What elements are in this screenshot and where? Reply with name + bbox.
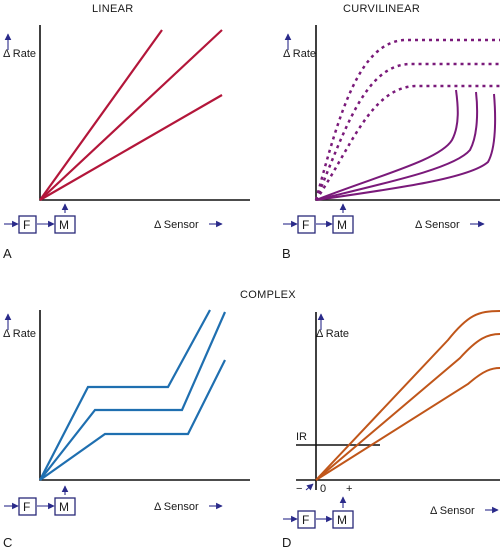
- dotted-curve-2: [314, 62, 500, 201]
- m-block: [332, 510, 354, 529]
- plus-label: +: [346, 483, 352, 495]
- axis-label-rate: Δ Rate: [3, 328, 36, 340]
- curvilinear-solid-curves: [315, 89, 497, 201]
- complex-curve-1: [39, 309, 211, 481]
- title-linear: LINEAR: [92, 3, 134, 15]
- m-block-label: M: [59, 500, 69, 514]
- title-complex: COMPLEX: [240, 289, 296, 301]
- panel-b: Δ Rate Δ Sensor F M B: [282, 25, 500, 261]
- linear-curves: [39, 29, 223, 201]
- f-block: [297, 215, 316, 234]
- panel-d-curve-2: [315, 333, 501, 481]
- complex-curves: [39, 309, 227, 481]
- f-block-label: F: [23, 218, 30, 232]
- curvilinear-dotted-curves: [314, 38, 500, 201]
- f-block: [18, 497, 37, 516]
- dotted-curve-1: [314, 38, 500, 201]
- m-block: [332, 215, 354, 234]
- m-block-label: M: [59, 218, 69, 232]
- panel-label-b: B: [282, 246, 291, 261]
- f-block-label: F: [23, 500, 30, 514]
- f-block-label: F: [302, 218, 309, 232]
- fm-block-diagram: F M: [4, 485, 76, 516]
- axes: [39, 25, 250, 201]
- fm-block-diagram: F M: [283, 203, 354, 234]
- ir-label: IR: [296, 431, 307, 443]
- linear-curve-2: [39, 29, 223, 201]
- solid-curve-3: [315, 93, 497, 201]
- axis-label-sensor: Δ Sensor: [154, 219, 199, 231]
- linear-curve-1: [39, 29, 163, 201]
- panel-label-d: D: [282, 535, 291, 550]
- panel-a: Δ Rate Δ Sensor F M A: [3, 25, 250, 261]
- offset-arrow-icon: [305, 483, 314, 491]
- f-block-label: F: [302, 513, 309, 527]
- complex-curve-2: [39, 311, 227, 481]
- axis-label-rate: Δ Rate: [3, 48, 36, 60]
- dotted-curve-3: [314, 84, 500, 201]
- minus-label: −: [296, 483, 302, 495]
- solid-curve-1: [315, 89, 459, 201]
- m-block-label: M: [337, 513, 347, 527]
- panel-d-curves: [315, 310, 501, 481]
- panel-label-a: A: [3, 246, 12, 261]
- panel-label-c: C: [3, 535, 12, 550]
- linear-curve-3: [39, 94, 223, 201]
- fm-block-diagram: F M: [4, 203, 76, 234]
- axis-label-rate: Δ Rate: [283, 48, 316, 60]
- fm-block-diagram: F M: [283, 496, 354, 529]
- panel-c: Δ Rate Δ Sensor F M C: [3, 309, 250, 550]
- axis-label-sensor: Δ Sensor: [430, 505, 475, 517]
- axes: [39, 310, 250, 481]
- m-block-label: M: [337, 218, 347, 232]
- axes: [315, 25, 500, 201]
- f-block: [297, 510, 316, 529]
- f-block: [18, 215, 37, 234]
- complex-curve-3: [39, 359, 226, 481]
- panel-d-curve-3: [315, 367, 501, 481]
- title-curvilinear: CURVILINEAR: [343, 3, 420, 15]
- zero-label: 0: [320, 483, 326, 495]
- axis-label-rate: Δ Rate: [316, 328, 349, 340]
- panel-d: Δ Rate IR − 0 + Δ Sensor F M D: [282, 310, 501, 550]
- axis-label-sensor: Δ Sensor: [154, 501, 199, 513]
- axis-label-sensor: Δ Sensor: [415, 219, 460, 231]
- m-block: [54, 497, 76, 516]
- solid-curve-2: [315, 91, 479, 201]
- panel-d-curve-1: [315, 310, 501, 481]
- m-block: [54, 215, 76, 234]
